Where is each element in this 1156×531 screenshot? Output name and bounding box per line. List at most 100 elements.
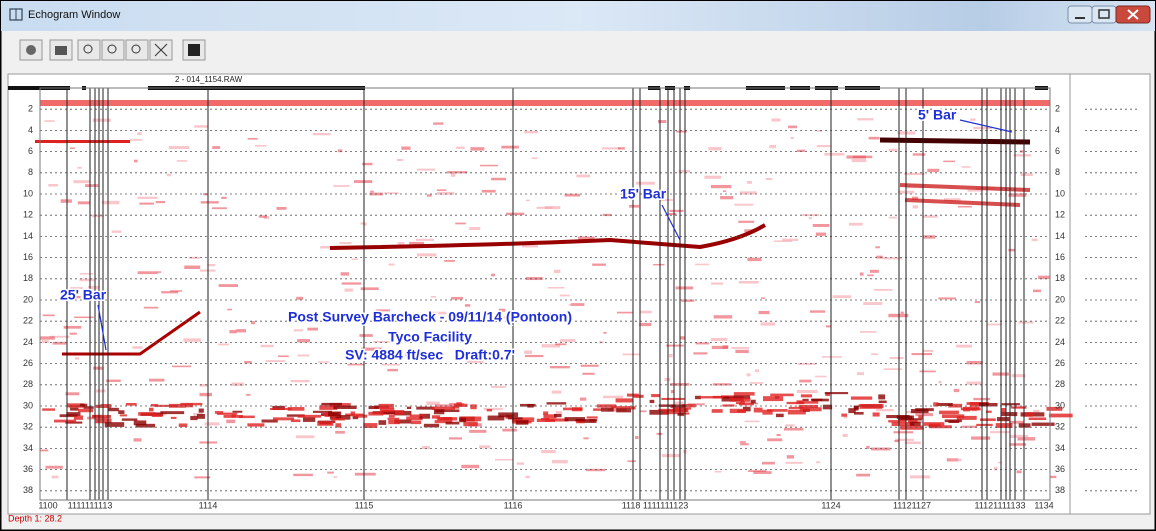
echo-speckle [184,266,200,269]
bottom-echo [328,412,341,417]
echo-speckle [680,336,684,339]
echo-speckle [61,199,72,202]
minimize-button[interactable] [1068,6,1092,23]
echo-speckle [532,157,538,159]
annotation: SV: 4884 ft/sec Draft:0.7' [345,347,515,363]
echo-speckle [137,197,157,199]
echo-speckle [555,343,566,345]
echo-speckle [255,145,267,147]
echo-speckle [517,462,524,464]
echo-speckle [695,264,709,266]
zoom-button[interactable] [102,40,124,60]
echo-speckle [74,180,91,183]
depth-tick-label: 2 [1055,104,1060,114]
echo-speckle [437,192,454,195]
echo-speckle [816,233,826,236]
echo-speckle [970,118,975,120]
bottom-echo [190,416,197,420]
echo-speckle [822,356,842,358]
bottom-echo [593,408,602,411]
window-title: Echogram Window [28,9,120,21]
echo-speckle [431,296,436,298]
depth-tick-label: 14 [23,231,33,241]
echo-speckle [491,274,495,277]
echo-speckle [635,436,638,439]
echo-speckle [871,448,890,451]
bottom-echo [767,409,787,412]
echo-speckle [755,369,759,372]
bottom-echo [487,409,492,411]
echo-speckle [747,258,761,261]
maximize-button[interactable] [1092,6,1116,23]
bottom-echo [911,409,929,413]
echo-speckle [766,178,773,180]
bottom-echo [92,415,101,417]
echo-speckle [221,197,226,199]
bottom-echo [677,413,684,416]
echo-speckle [537,207,553,209]
bottom-echo [800,407,822,411]
zoom-in-button[interactable] [78,40,100,60]
echo-speckle [1050,476,1056,478]
echo-speckle [1032,239,1038,241]
echo-speckle [480,165,498,167]
bottom-echo [179,423,188,426]
echo-speckle [939,381,942,384]
depth-tick-label: 30 [23,400,33,410]
bottom-echo [388,418,400,420]
echo-speckle [788,126,797,129]
depth-tick-label: 30 [1055,400,1065,410]
bottom-echo [454,404,468,407]
zoom-out-button[interactable] [126,40,148,60]
bottom-echo [730,398,751,402]
echo-speckle [1014,154,1031,156]
echo-speckle [177,160,187,162]
echo-speckle [958,206,972,208]
echo-speckle [85,184,98,187]
bottom-echo [303,417,315,421]
echo-speckle [810,310,825,312]
echo-speckle [784,428,803,431]
bottom-echo [126,403,137,406]
echo-speckle [40,336,55,339]
echo-speckle [291,380,310,382]
echo-speckle [491,178,506,181]
echo-speckle [870,270,879,273]
bottom-echo [1049,414,1073,418]
echo-speckle [734,204,753,206]
echo-speckle [134,438,142,441]
echo-speckle [137,132,141,135]
depth-tick-label: 28 [1055,379,1065,389]
bottom-echo [616,398,633,402]
echo-speckle [617,312,633,314]
bottom-echo [547,402,567,404]
echo-speckle [1012,374,1026,377]
bottom-echo [651,394,659,397]
bottom-echo [650,400,655,403]
echo-speckle [913,153,926,155]
echo-speckle [923,350,933,352]
echo-speckle [954,389,959,392]
echo-speckle [857,118,873,120]
depth-tick-label: 24 [1055,337,1065,347]
echo-speckle [876,409,894,411]
bottom-echo [878,394,885,399]
echo-speckle [1018,322,1033,324]
bottom-echo [42,408,55,410]
echo-speckle [387,369,398,371]
bottom-label: 1134 [1034,500,1053,510]
echo-speckle [815,376,827,378]
echo-speckle [771,118,780,121]
bottom-echo [411,421,421,424]
bottom-label: 1118 1111111123 [622,500,689,510]
echo-speckle [911,353,932,355]
echo-speckle [693,352,707,354]
bottom-label: 11121127 [893,500,931,510]
echo-speckle [890,357,904,359]
depth-tick-label: 6 [28,146,33,156]
bottom-echo [629,406,636,409]
bottom-echo [763,396,783,401]
echo-speckle [817,145,831,147]
echo-speckle [205,422,220,425]
echo-speckle [603,332,606,334]
